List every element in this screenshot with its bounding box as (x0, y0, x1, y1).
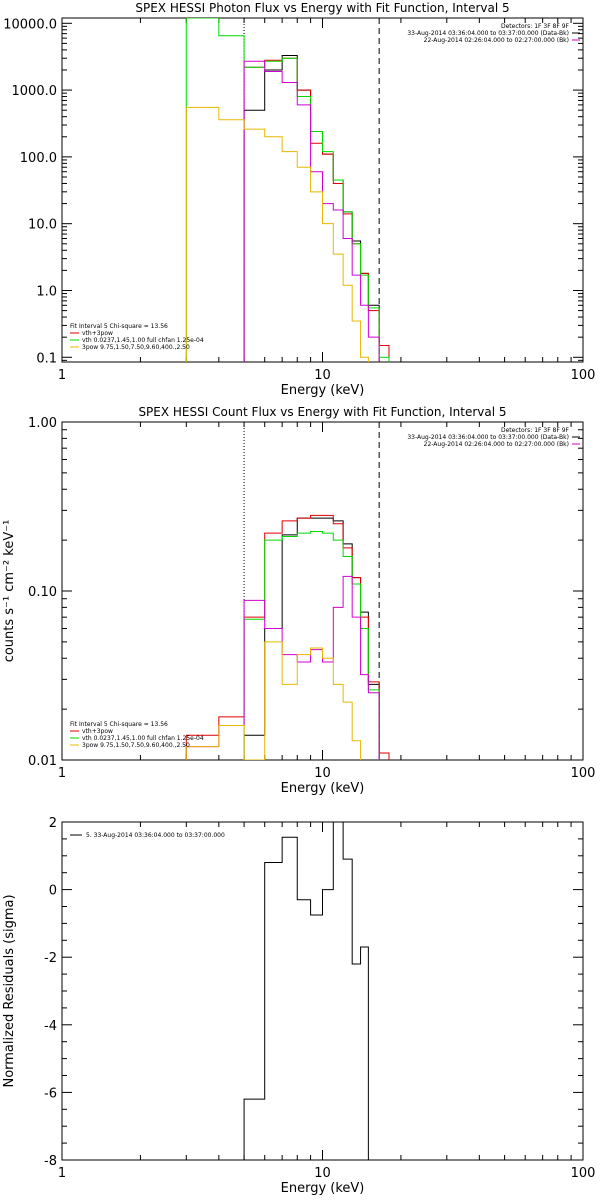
red-series-line (185, 514, 390, 760)
residual-legend-text: 5. 33-Aug-2014 03:36:04.000 to 03:37:00.… (86, 832, 225, 839)
fit-legend-text: 3pow 9.75,1.50,7.50,9.60,400.,2.50 (82, 344, 190, 351)
y-axis-label: counts s⁻¹ cm⁻² keV⁻¹ (2, 520, 17, 663)
magenta-series-line (185, 575, 380, 760)
x-tick-label: 100 (571, 766, 596, 781)
fit-legend-text: vth 0.0237,1.45,1.00 full chfan 1.25e-04 (82, 337, 204, 344)
x-tick-label: 10 (314, 1166, 331, 1181)
fit-legend-text: Fit Interval 5 Chi-square = 13.56 (70, 323, 168, 330)
plot-frame (61, 821, 584, 1161)
y-tick-label: 1.00 (28, 416, 57, 431)
y-tick-label: 0 (49, 884, 57, 899)
y-tick-label: -4 (44, 1019, 57, 1034)
y-tick-label: -8 (44, 1154, 57, 1169)
y-tick-label: 10.0 (28, 218, 57, 233)
chart-title: SPEX HESSI Count Flux vs Energy with Fit… (138, 405, 506, 419)
series-group (185, 514, 390, 760)
chart-title: SPEX HESSI Photon Flux vs Energy with Fi… (135, 1, 509, 15)
legend-text: 33-Aug-2014 03:36:04.000 to 03:37:00.000… (407, 30, 569, 37)
y-tick-label: 100.0 (20, 151, 57, 166)
x-tick-label: 1 (58, 766, 66, 781)
y-tick-label: -2 (44, 951, 57, 966)
y-tick-label: 0.10 (28, 585, 57, 600)
legend-text: 22-Aug-2014 02:26:04.000 to 02:27:00.000… (424, 37, 569, 44)
x-axis-label: Energy (keV) (281, 781, 365, 796)
black-series-line (243, 822, 369, 1160)
black-series-line (243, 54, 390, 362)
y-tick-label: 10000.0 (3, 17, 57, 32)
yellow-series-line (185, 641, 362, 760)
x-tick-label: 100 (571, 1166, 596, 1181)
y-axis-label: Normalized Residuals (sigma) (2, 894, 17, 1087)
magenta-series-line (243, 60, 380, 362)
y-tick-label: 1000.0 (12, 84, 58, 99)
plot-frame (61, 421, 584, 761)
y-tick-label: 0.01 (28, 754, 57, 769)
legend-text: 22-Aug-2014 02:26:04.000 to 02:27:00.000… (424, 441, 569, 448)
fit-legend-text: vth+3pow (82, 330, 113, 337)
x-tick-label: 10 (314, 766, 331, 781)
legend-text: Detectors: 1F 3F 8F 9F (501, 427, 570, 434)
fit-legend-text: Fit Interval 5 Chi-square = 13.56 (70, 721, 168, 728)
chart-panel-2: SPEX HESSI Count Flux vs Energy with Fit… (2, 405, 596, 796)
x-axis-label: Energy (keV) (281, 1181, 365, 1196)
x-tick-label: 1 (58, 1166, 66, 1181)
fit-legend-text: 3pow 9.75,1.50,7.50,9.60,400.,2.50 (82, 742, 190, 749)
legend-text: 33-Aug-2014 03:36:04.000 to 03:37:00.000… (407, 434, 569, 441)
x-tick-label: 1 (58, 368, 66, 383)
y-tick-label: 0.1 (36, 351, 57, 366)
y-tick-label: 2 (49, 816, 57, 831)
green-series-line (243, 530, 380, 760)
x-tick-label: 10 (314, 368, 331, 383)
y-tick-label: 1.0 (36, 284, 57, 299)
legend-text: Detectors: 1F 3F 8F 9F (501, 23, 570, 30)
x-tick-label: 100 (571, 368, 596, 383)
red-series-line (243, 57, 390, 362)
yellow-series-line (185, 106, 369, 362)
fit-legend-text: vth 0.0237,1.45,1.00 full chfan 1.25e-04 (82, 735, 204, 742)
fit-legend-text: vth+3pow (82, 728, 113, 735)
series-group (185, 18, 390, 362)
x-axis-label: Energy (keV) (281, 383, 365, 398)
y-tick-label: -6 (44, 1086, 57, 1101)
chart-panel-3: 1 10 100 Energy (keV) -8 -6 -4 -2 0 2 Normalized R… (2, 816, 595, 1196)
chart-panel-1: SPEX HESSI Photon Flux vs Energy with Fi… (3, 1, 595, 398)
series-group (243, 822, 369, 1160)
green-series-line (185, 18, 390, 362)
